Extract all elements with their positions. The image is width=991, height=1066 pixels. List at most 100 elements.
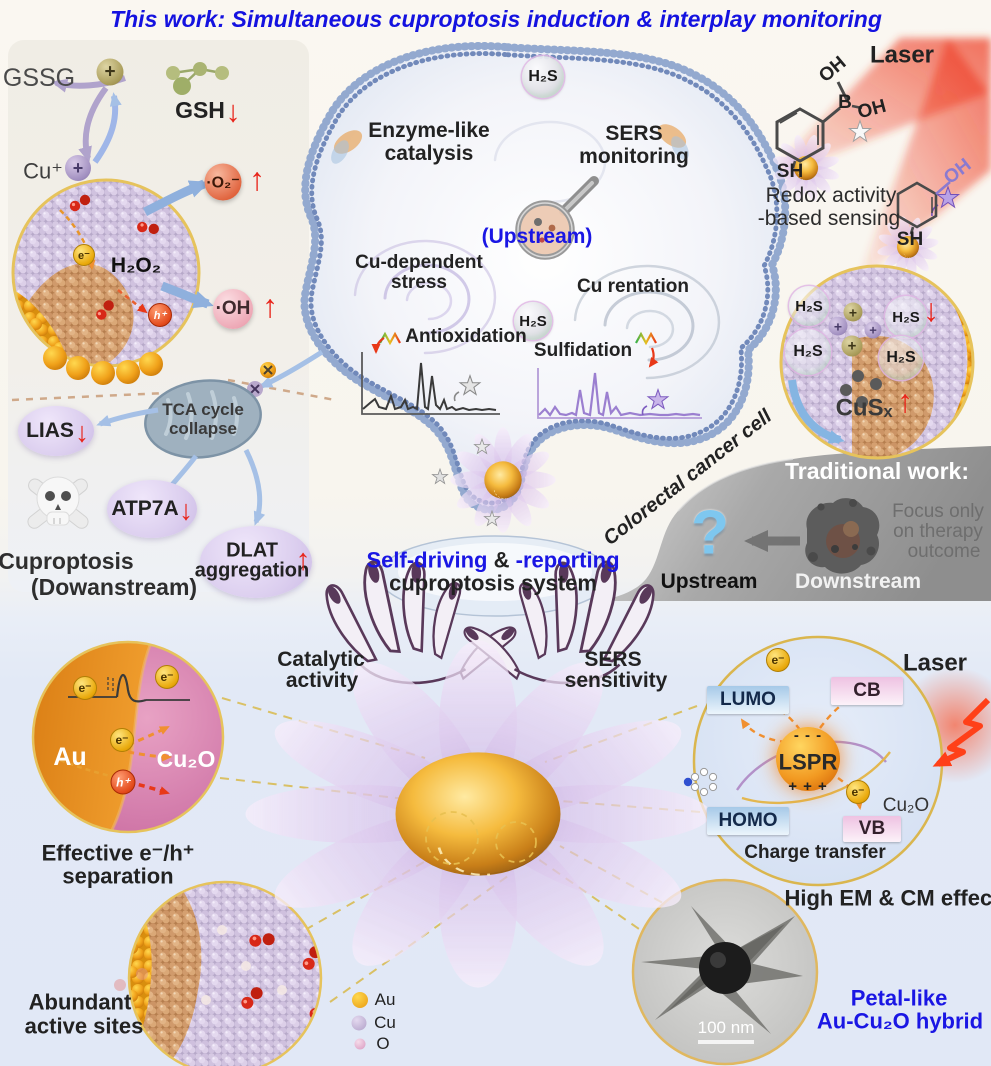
cu-ion-sphere-2: + [65,155,91,181]
reporting-label: -reporting [515,547,620,573]
cuproptosis-pathway [27,349,324,529]
gssg-label: GSSG [2,63,76,92]
tem-caption-1: Petal-like [850,985,948,1011]
downstream-label-trad: Downstream [794,569,922,593]
tca-label-2: collapse [168,419,238,439]
lspr-label: LSPR [778,749,838,775]
gsh-label: GSH [175,96,225,123]
hydroxyl-up-arrow: ↑ [262,288,278,325]
atp7a-bubble [107,480,197,538]
catalytic-label-2: activity [285,668,359,692]
ion-s1: + [843,302,863,322]
separation-caption-1: Effective e⁻/h⁺ [41,840,195,866]
h2s-bubble-s4: H₂S [879,336,923,380]
stress-label-2: stress [391,272,447,294]
sulfidation-spectrum [537,368,702,419]
nanozyme-circle [11,178,214,385]
cuproptosis-label: Cuproptosis [0,547,134,574]
magnifier-icon [515,176,599,260]
atp7a-down-arrow: ↓ [179,494,193,526]
figure-title: This work: Simultaneous cuproptosis indu… [110,5,882,32]
ion-s2: + [828,316,848,336]
charge-transfer-label: Charge transfer [744,842,886,864]
enzyme-label-2: catalysis [384,141,474,165]
legend-au-dot [352,992,368,1008]
atp7a-label: ATP7A [111,496,179,520]
traditional-work-swoosh [600,446,991,601]
upstream-cell-label: (Upstream) [481,224,593,248]
lias-bubble [18,406,94,456]
ion-s3: + [864,321,882,339]
tem-caption-2: Au-Cu₂O hybrid [816,1008,984,1034]
electron-en-2: e⁻ [846,780,870,804]
h2o2-label: H₂O₂ [110,253,162,277]
dlat-bubble [200,526,312,598]
h2s-bubble-s2: H₂S [885,296,927,338]
legend-cu-label: Cu [374,1013,396,1033]
cu2o-energy-label: Cu₂O [882,795,930,817]
superoxide-sphere: ·O₂⁻ [204,163,242,201]
vb-box: VB [843,816,901,842]
antioxidation-label: Antioxidation [405,326,527,348]
traditional-heading: Traditional work: [784,457,970,484]
legend-cu-dot [351,1015,367,1031]
redox-label-2: -based sensing [757,206,901,230]
laser-label-bottom: Laser [902,649,968,677]
lspr-plus: + + + [788,778,828,796]
sh-label-1: SH [776,161,804,183]
sh-label-2: SH [896,229,924,251]
stress-label-1: Cu-dependent [355,252,483,274]
h2s-bubble-top: H₂S [522,56,564,98]
hole-dot: h⁺ [148,303,172,327]
cu-ion-sphere: + [96,58,124,86]
h2s-bubble-mid: H₂S [514,302,552,340]
antioxidation-spectrum [361,352,500,415]
au-label: Au [53,742,87,771]
h2s-down-arrow: ↓ [923,292,939,329]
electron-en-1: e⁻ [766,648,790,672]
legend-o-dot [354,1038,366,1050]
lspr-minus: - - - [793,727,823,745]
em-cm-label: High EM & CM effect [784,885,991,911]
sites-caption-1: Abundant [28,989,132,1015]
cusx-up-arrow: ↑ [897,383,913,420]
tca-label-1: TCA cycle [162,400,244,420]
sulfidation-label: Sulfidation [533,340,633,362]
tem-circle [631,878,819,1066]
separation-caption-2: separation [62,863,174,889]
mercaptophenylboronic-acid [775,81,863,169]
downstream-label: (Dowanstream) [30,573,198,600]
lumo-box: LUMO [707,686,789,714]
superoxide-up-arrow: ↑ [249,161,265,198]
cu2o-label: Cu₂O [156,745,216,772]
sers-sens-label-1: SERS [584,647,642,671]
mitochondria-icon [144,379,262,459]
system-line2: cuproptosis system [389,570,597,596]
dlat-label-2: aggregation [194,559,310,582]
lspr-sphere [776,727,840,791]
cusx-label: CuSₓ [835,394,893,422]
electron-dot: e⁻ [73,244,95,266]
focus-label-2: on therapy [893,521,983,543]
sers-sens-label-2: sensitivity [564,668,668,692]
dlat-up-arrow: ↑ [295,543,311,577]
thiophenol-product [896,181,951,235]
ion-s4: + [841,335,863,357]
boron-label: B [838,92,852,114]
tem-scale-label: 100 nm [697,1018,755,1038]
legend-au-label: Au [374,990,396,1010]
enzyme-label-1: Enzyme-like [368,118,490,142]
cancer-cell-outline [304,46,785,510]
cu-ion-label: Cu⁺ [23,158,63,184]
laser-label-top: Laser [869,41,935,69]
dlat-label-1: DLAT [226,539,278,562]
analyte-molecule-icon [683,767,718,797]
self-driving-label: Self-driving [366,547,488,573]
retention-label: Cu rentation [577,276,689,298]
focus-label-1: Focus only [892,501,984,523]
electron-sep-1: e⁻ [73,676,97,700]
legend-o-label: O [376,1034,390,1054]
focus-label-3: outcome [907,541,981,563]
ampersand: & [487,547,516,573]
